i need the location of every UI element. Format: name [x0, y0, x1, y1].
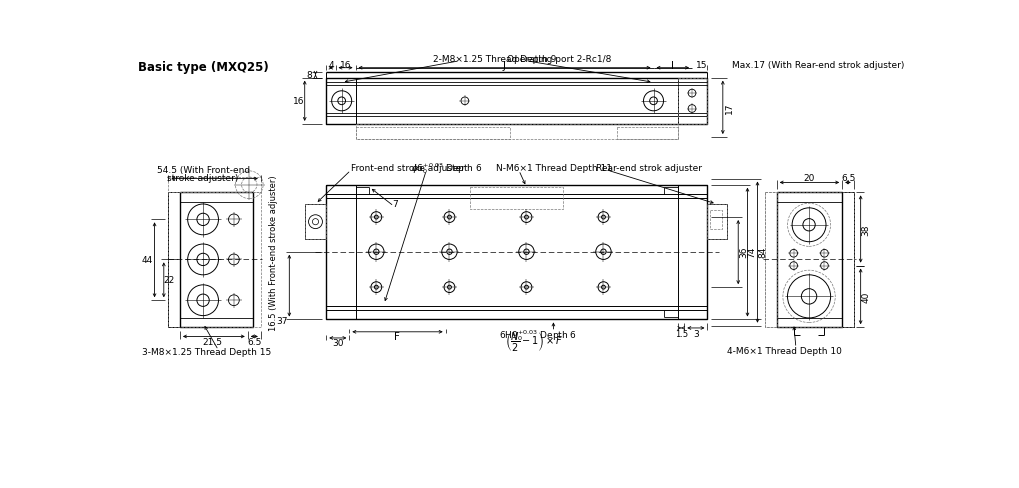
Text: I: I — [672, 61, 675, 70]
Text: 17: 17 — [725, 103, 734, 114]
Text: 22: 22 — [164, 275, 175, 285]
Text: $\phi 6^{+0.03}_{0}$ Depth 6: $\phi 6^{+0.03}_{0}$ Depth 6 — [411, 161, 483, 176]
Text: 4: 4 — [328, 61, 333, 70]
Text: 74: 74 — [748, 246, 756, 258]
Text: Front-end stroke adjuster: Front-end stroke adjuster — [351, 164, 465, 173]
Text: Max.17 (With Rear-end strok adjuster): Max.17 (With Rear-end strok adjuster) — [732, 61, 905, 70]
Text: stroke adjuster): stroke adjuster) — [167, 173, 238, 182]
Text: 8: 8 — [307, 71, 312, 80]
Text: 4-M6×1 Thread Depth 10: 4-M6×1 Thread Depth 10 — [727, 346, 842, 355]
Text: Rear-end strok adjuster: Rear-end strok adjuster — [596, 164, 702, 173]
Text: 16.5 (With Front-end stroke adjuster): 16.5 (With Front-end stroke adjuster) — [269, 175, 278, 330]
Text: $\left(\dfrac{N}{2}-1\right)\times F$: $\left(\dfrac{N}{2}-1\right)\times F$ — [505, 330, 564, 353]
Text: 84: 84 — [758, 246, 767, 258]
Text: F: F — [394, 332, 400, 342]
Text: Basic type (MXQ25): Basic type (MXQ25) — [138, 61, 268, 74]
Text: 40: 40 — [861, 291, 870, 303]
Text: 2-M8×1.25 Thread Depth 9: 2-M8×1.25 Thread Depth 9 — [432, 55, 556, 64]
Text: 37: 37 — [276, 316, 288, 325]
Text: 6H9$^{+0.03}_{0}$ Depth 6: 6H9$^{+0.03}_{0}$ Depth 6 — [499, 327, 577, 342]
Text: 20: 20 — [803, 174, 815, 183]
Text: 3: 3 — [694, 329, 699, 338]
Text: 6.5: 6.5 — [248, 338, 262, 346]
Text: 38: 38 — [861, 224, 870, 236]
Text: 7: 7 — [392, 200, 398, 209]
Text: 16: 16 — [292, 97, 305, 106]
Text: 36: 36 — [739, 246, 748, 258]
Text: 1.5: 1.5 — [675, 329, 688, 338]
Text: 21.5: 21.5 — [203, 338, 222, 346]
Text: J: J — [502, 61, 505, 70]
Text: 16: 16 — [339, 61, 352, 70]
Text: 44: 44 — [142, 255, 153, 264]
Text: Operating port 2-Rc1/8: Operating port 2-Rc1/8 — [507, 55, 611, 64]
Text: N-M6×1 Thread Depth 11: N-M6×1 Thread Depth 11 — [495, 164, 611, 173]
Text: 3-M8×1.25 Thread Depth 15: 3-M8×1.25 Thread Depth 15 — [143, 347, 271, 357]
Text: 15: 15 — [696, 61, 707, 70]
Text: 54.5 (With Front-end: 54.5 (With Front-end — [157, 165, 250, 175]
Text: 6.5: 6.5 — [841, 174, 856, 183]
Text: 30: 30 — [332, 338, 343, 347]
